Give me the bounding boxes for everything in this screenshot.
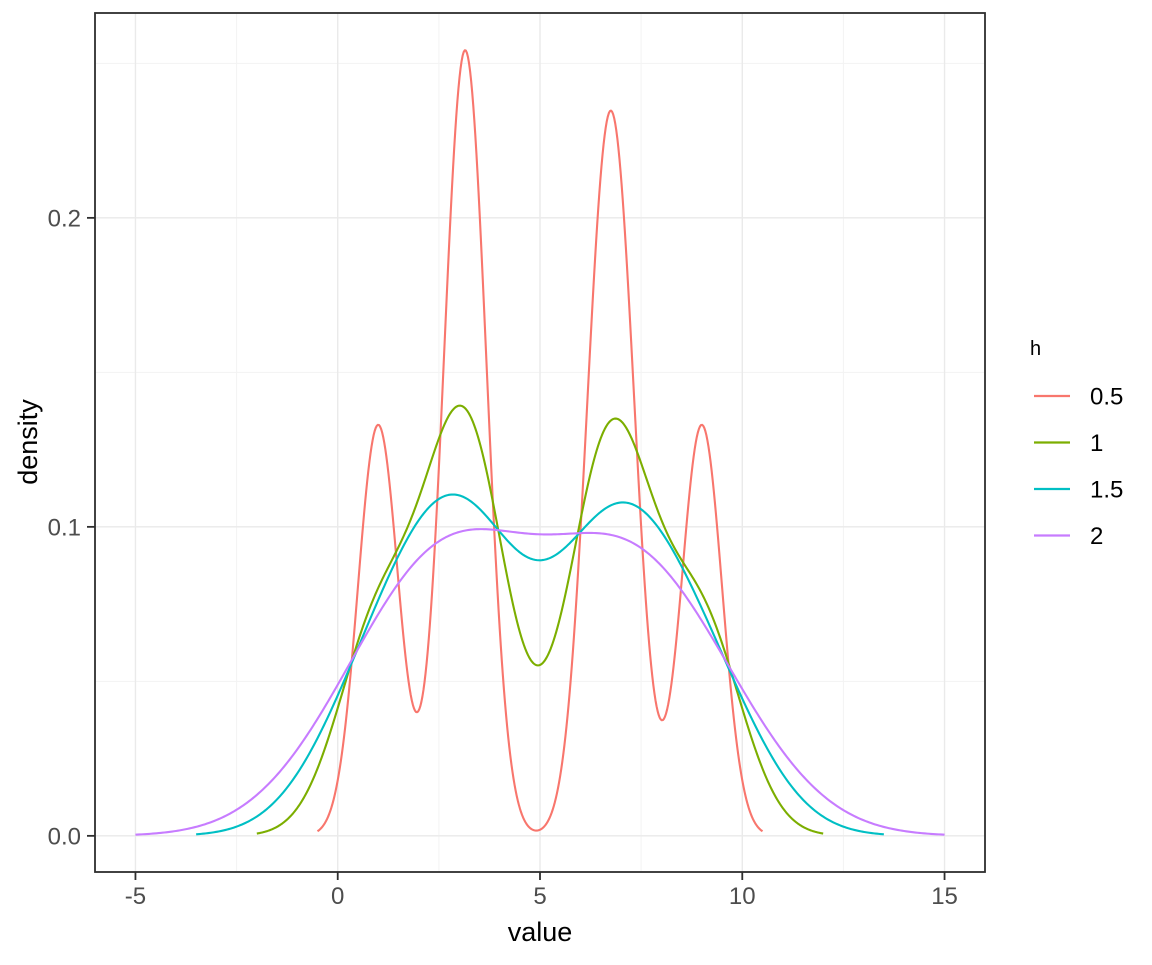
- x-tick-label: 10: [729, 883, 756, 910]
- density-curve-h-0.5: [316, 49, 764, 833]
- legend: h 0.5 1 1.5 2: [1030, 338, 1123, 550]
- legend-label-1.5: 1.5: [1090, 477, 1123, 504]
- x-tick-label: 0: [331, 883, 344, 910]
- legend-title: h: [1030, 338, 1041, 360]
- y-tick-label: 0.0: [48, 823, 81, 850]
- x-tick-label: -5: [125, 883, 146, 910]
- legend-entries: 0.5 1 1.5 2: [1034, 384, 1123, 550]
- x-axis-tick-labels: -5 0 5 10 15: [125, 883, 958, 910]
- legend-label-2: 2: [1090, 523, 1103, 550]
- x-axis-title: value: [508, 917, 573, 947]
- y-tick-label: 0.2: [48, 205, 81, 232]
- y-axis-ticks: [87, 216, 95, 837]
- x-tick-label: 15: [931, 883, 958, 910]
- density-curve-h-1.5: [196, 493, 884, 836]
- x-tick-label: 5: [533, 883, 546, 910]
- y-axis-tick-labels: 0.0 0.1 0.2: [48, 205, 81, 850]
- y-axis-title: density: [13, 399, 43, 485]
- y-tick-label: 0.1: [48, 514, 81, 541]
- density-curve-h-2: [135, 528, 945, 836]
- legend-label-0.5: 0.5: [1090, 384, 1123, 411]
- legend-label-1: 1: [1090, 430, 1103, 457]
- density-curves-layer: [135, 49, 945, 836]
- grid-major-layer: [95, 13, 985, 872]
- x-axis-ticks: [134, 872, 946, 880]
